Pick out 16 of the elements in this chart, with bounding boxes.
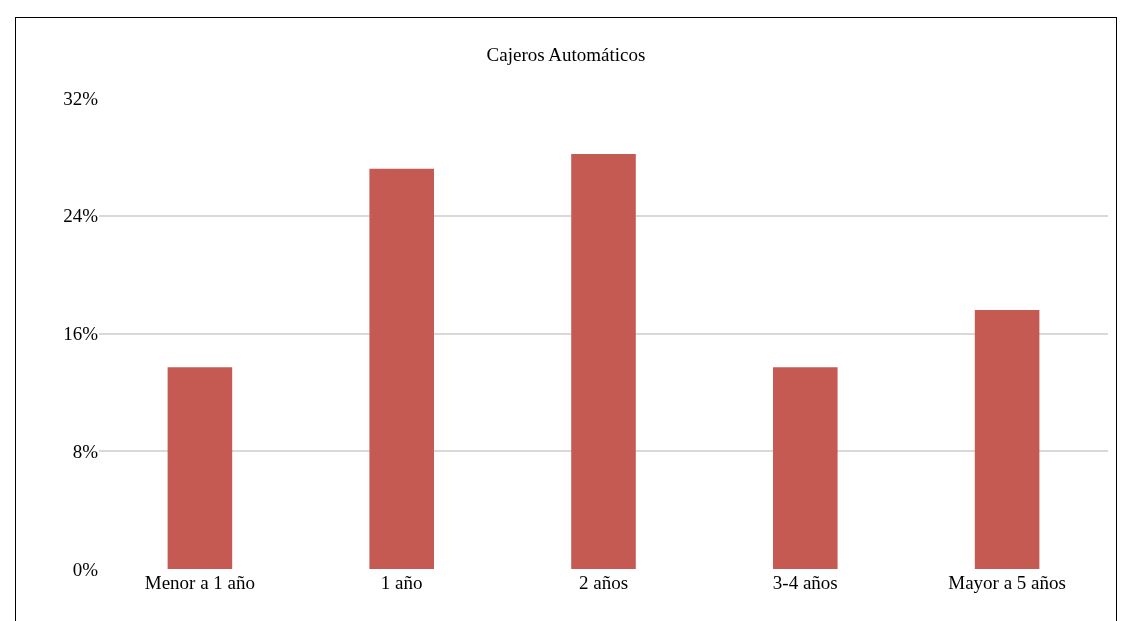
chart-title: Cajeros Automáticos: [486, 43, 646, 65]
bar: [369, 168, 434, 569]
bar: [571, 153, 636, 569]
bar: [974, 309, 1040, 569]
x-tick-label: 1 año: [380, 572, 423, 593]
y-tick-label: 24%: [63, 205, 99, 227]
y-tick-label: 16%: [63, 323, 99, 345]
x-tick-label: Menor a 1 año: [144, 572, 256, 593]
x-tick-label: Mayor a 5 años: [948, 572, 1066, 593]
bar: [773, 367, 838, 569]
x-tick-label: 3-4 años: [772, 572, 838, 593]
y-tick-label: 32%: [63, 87, 99, 109]
y-tick-label: 0%: [72, 558, 99, 580]
bar: [167, 367, 233, 569]
y-tick-label: 8%: [72, 440, 99, 462]
x-tick-label: 2 años: [578, 572, 629, 593]
